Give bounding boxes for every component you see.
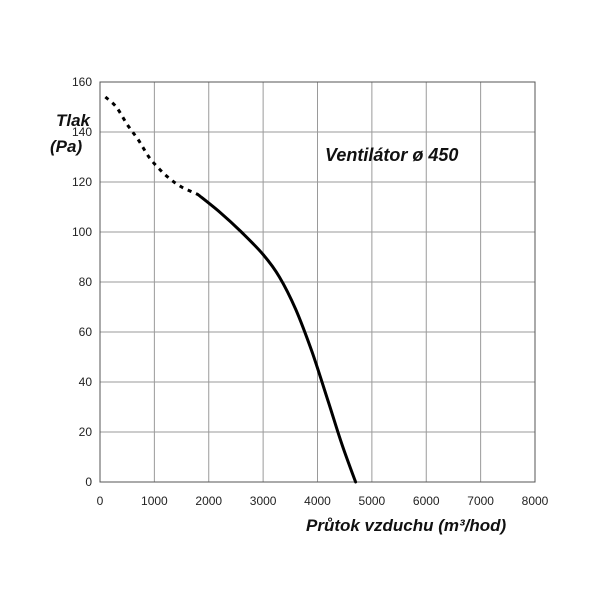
x-tick-label: 4000: [304, 494, 331, 508]
chart-title: Ventilátor ø 450: [325, 145, 458, 165]
series-group: [104, 95, 358, 484]
series-line-solid: [196, 193, 358, 484]
y-tick-label: 60: [79, 325, 93, 339]
y-tick-label: 80: [79, 275, 93, 289]
x-tick-labels: 0 1000 2000 3000 4000 5000 6000 7000 8000: [97, 494, 549, 508]
plot-frame: [99, 81, 536, 483]
y-tick-label: 120: [72, 175, 92, 189]
y-axis-label-line2: (Pa): [50, 137, 82, 156]
y-tick-label: 0: [85, 475, 92, 489]
x-tick-label: 5000: [359, 494, 386, 508]
x-tick-label: 7000: [467, 494, 494, 508]
y-tick-label: 20: [79, 425, 93, 439]
x-axis-label: Průtok vzduchu (m³/hod): [306, 516, 507, 535]
y-axis-label-line1: Tlak: [56, 111, 92, 130]
y-tick-label: 40: [79, 375, 93, 389]
y-tick-labels: 0 20 40 60 80 100 120 140 160: [72, 75, 92, 489]
y-tick-label: 140: [72, 125, 92, 139]
y-tick-label: 100: [72, 225, 92, 239]
x-tick-label: 0: [97, 494, 104, 508]
x-tick-label: 6000: [413, 494, 440, 508]
grid-lines: [100, 82, 535, 482]
x-tick-label: 8000: [522, 494, 549, 508]
y-tick-label: 160: [72, 75, 92, 89]
series-line-dotted: [104, 95, 199, 196]
x-tick-label: 3000: [250, 494, 277, 508]
x-tick-label: 2000: [195, 494, 222, 508]
x-tick-label: 1000: [141, 494, 168, 508]
